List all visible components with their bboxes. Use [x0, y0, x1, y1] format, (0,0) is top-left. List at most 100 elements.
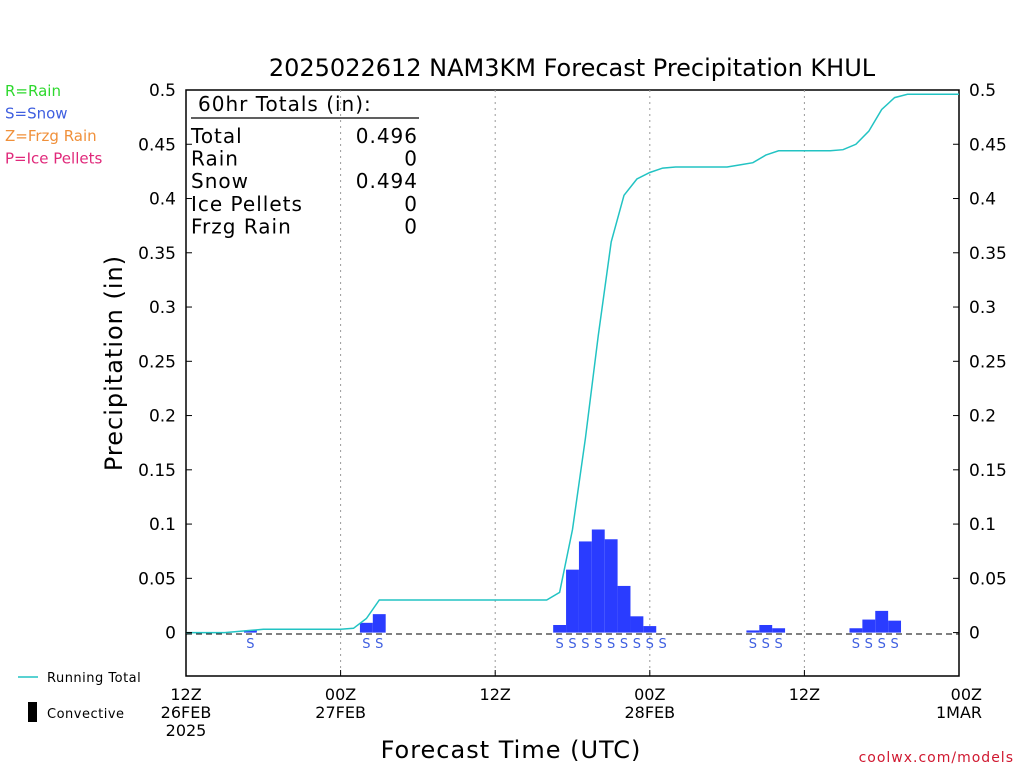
totals-row-label: Total [190, 124, 243, 148]
y-tick-label: 0.25 [969, 352, 1007, 372]
convective-legend-label: Convective [47, 707, 125, 722]
precip-bar [372, 614, 386, 633]
x-axis-label: Forecast Time (UTC) [381, 736, 642, 764]
totals-row-label: Snow [191, 169, 249, 193]
plot-frame [185, 89, 960, 677]
series-legend: Running Total Convective [18, 671, 141, 722]
y-tick-label: 0.45 [138, 135, 176, 155]
ptype-mark: S [749, 637, 757, 652]
totals-row-label: Rain [191, 147, 239, 171]
x-tick-label: 28FEB [624, 703, 675, 722]
precip-bar [875, 610, 889, 633]
ptype-mark: S [890, 637, 898, 652]
bars-group [243, 529, 902, 633]
precip-bar [604, 539, 618, 633]
ptype-legend-item: R=Rain [5, 82, 61, 100]
y-tick-label: 0.1 [969, 515, 996, 535]
ptype-mark: S [362, 637, 370, 652]
y-tick-label: 0.05 [138, 569, 176, 589]
x-tick-label: 00Z [951, 685, 982, 704]
ptype-mark: S [633, 637, 641, 652]
ptype-mark: S [762, 637, 770, 652]
x-tick-label: 26FEB [161, 703, 212, 722]
running-total-legend-label: Running Total [47, 671, 141, 686]
x-tick-label: 00Z [634, 685, 665, 704]
x-tick-label: 12Z [480, 685, 511, 704]
totals-row-value: 0 [404, 147, 418, 171]
ptype-mark: S [646, 637, 654, 652]
y-tick-label: 0 [165, 624, 176, 644]
y-tick-label: 0.35 [969, 244, 1007, 264]
y-ticks-right: 0.5 0.45 0.4 0.35 0.3 0.25 0.2 0.15 0.1 0.05 0 [953, 81, 1007, 644]
y-tick-label: 0.15 [969, 461, 1007, 481]
precip-bar [591, 529, 605, 633]
ptype-mark: S [659, 637, 667, 652]
precip-bar [243, 630, 257, 633]
running-total-line [186, 93, 959, 634]
precip-bar [630, 616, 644, 633]
y-tick-label: 0.5 [969, 81, 996, 101]
y-tick-label: 0.2 [149, 407, 176, 427]
y-tick-label: 0.15 [138, 461, 176, 481]
grid-lines [340, 90, 805, 676]
precip-bar [617, 585, 631, 633]
ptype-mark: S [568, 637, 576, 652]
y-tick-label: 0.05 [969, 569, 1007, 589]
ptype-mark: S [852, 637, 860, 652]
ptype-mark: S [594, 637, 602, 652]
y-tick-label: 0 [969, 624, 980, 644]
convective-legend-swatch [28, 702, 37, 722]
x-tick-label: 12Z [789, 685, 820, 704]
y-tick-label: 0.1 [149, 515, 176, 535]
ptype-mark: S [607, 637, 615, 652]
totals-row-value: 0.496 [356, 124, 418, 148]
ptype-mark: S [865, 637, 873, 652]
y-tick-label: 0.35 [138, 244, 176, 264]
precip-bar [359, 622, 373, 633]
x-tick-label: 12Z [170, 685, 201, 704]
y-tick-label: 0.25 [138, 352, 176, 372]
totals-row-value: 0 [404, 214, 418, 238]
credit-text: coolwx.com/models [859, 750, 1014, 766]
totals-box: 60hr Totals (in): Total 0.496 Rain 0 Snow 0.4… [190, 92, 419, 238]
y-tick-label: 0.2 [969, 407, 996, 427]
y-tick-label: 0.4 [149, 190, 176, 210]
x-tick-label: 27FEB [315, 703, 366, 722]
ptype-mark: S [620, 637, 628, 652]
precip-bar [643, 626, 657, 633]
totals-row-label: Ice Pellets [191, 192, 303, 216]
y-axis-label: Precipitation (in) [100, 255, 128, 471]
y-tick-label: 0.3 [969, 298, 996, 318]
totals-heading: 60hr Totals (in): [198, 92, 372, 116]
ptype-mark: S [246, 637, 254, 652]
x-tick-label: 1MAR [936, 703, 982, 722]
x-tick-label: 00Z [325, 685, 356, 704]
totals-row-value: 0.494 [356, 169, 418, 193]
x-tick-label: 2025 [166, 721, 207, 740]
precip-bar [746, 630, 760, 633]
y-tick-label: 0.5 [149, 81, 176, 101]
ptype-mark: S [581, 637, 589, 652]
precip-bar [772, 628, 786, 633]
ptype-legend-item: S=Snow [5, 105, 68, 123]
precip-bar [553, 624, 567, 633]
y-ticks-left: 0.5 0.45 0.4 0.35 0.3 0.25 0.2 0.15 0.1 0.05 0 [138, 81, 192, 644]
y-tick-label: 0.45 [969, 135, 1007, 155]
totals-rows: Total 0.496 Rain 0 Snow 0.494 Ice Pellets 0 Frzg… [190, 124, 418, 238]
precip-bar [759, 624, 773, 633]
precip-bar [888, 620, 902, 633]
ptype-mark: S [555, 637, 563, 652]
precip-bar [849, 628, 863, 633]
chart-title: 2025022612 NAM3KM Forecast Precipitation… [269, 54, 876, 82]
ptype-legend: R=Rain S=Snow Z=Frzg Rain P=Ice Pellets [5, 82, 102, 168]
ptype-mark: S [775, 637, 783, 652]
precip-bar [566, 569, 579, 633]
precip-bar [862, 619, 876, 633]
y-tick-label: 0.3 [149, 298, 176, 318]
ptype-mark: S [878, 637, 886, 652]
y-tick-label: 0.4 [969, 190, 996, 210]
